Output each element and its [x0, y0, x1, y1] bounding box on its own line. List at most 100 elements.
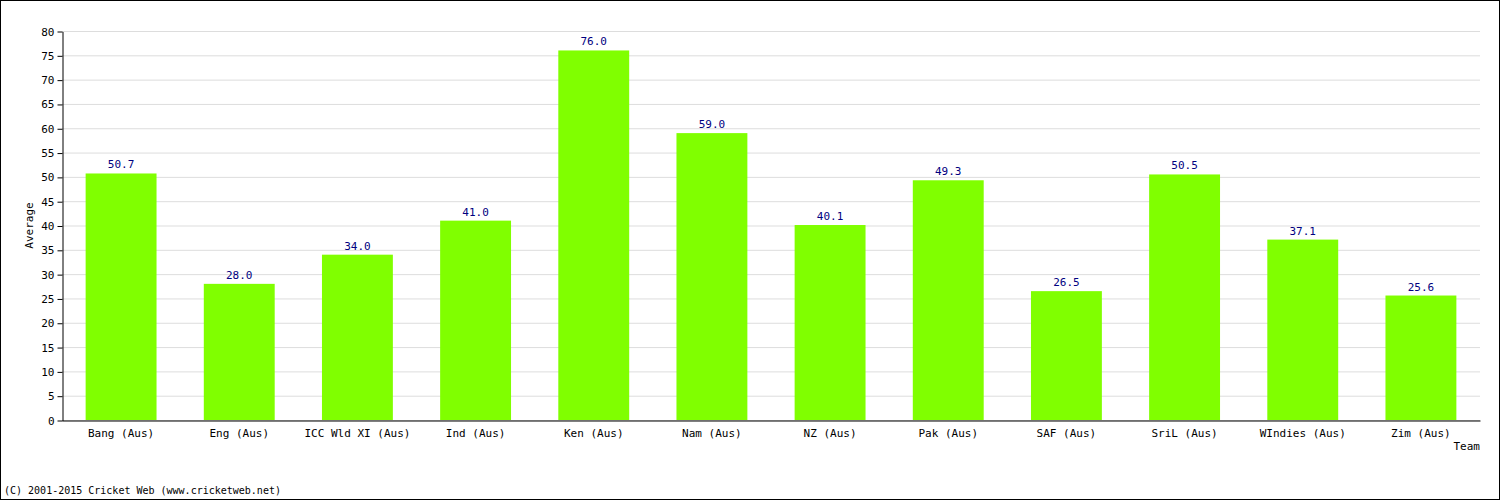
bars [86, 50, 1457, 420]
tick: 20 [41, 317, 62, 330]
tick-mark [58, 396, 63, 397]
bar [1031, 291, 1102, 420]
data-label: 76.0 [581, 35, 608, 48]
grid-line [62, 104, 1480, 105]
tick-mark [58, 250, 63, 251]
tick: 80 [41, 26, 62, 39]
tick-label: 15 [41, 342, 54, 355]
data-label: 28.0 [226, 269, 253, 282]
grid-line [62, 153, 1480, 154]
tick-mark [58, 129, 63, 130]
annotation: (C) 2001-2015 Cricket Web (www.cricketwe… [4, 485, 281, 496]
tick: 75 [41, 50, 62, 63]
data-label: 25.6 [1408, 281, 1435, 294]
data-label: 41.0 [462, 206, 489, 219]
tick-label: 35 [41, 244, 54, 257]
chart: 50.728.034.041.076.059.040.149.326.550.5… [0, 0, 1500, 500]
bar [204, 284, 275, 420]
tick: Pak (Aus) [918, 427, 978, 440]
tick-label: Bang (Aus) [88, 427, 154, 440]
bar [1149, 174, 1220, 420]
tick-mark [58, 226, 63, 227]
tick-label: 80 [41, 26, 54, 39]
tick-label: Zim (Aus) [1391, 427, 1451, 440]
data-label: 49.3 [935, 165, 962, 178]
grid-line [62, 177, 1480, 178]
bar [676, 133, 747, 420]
x-axis: Bang (Aus)Eng (Aus)ICC Wld XI (Aus)Ind (… [63, 421, 1481, 440]
axis-line [63, 421, 1481, 422]
tick-label: 75 [41, 50, 54, 63]
tick: 50 [41, 171, 62, 184]
tick-label: NZ (Aus) [804, 427, 857, 440]
tick-mark [58, 153, 63, 154]
bar [86, 173, 157, 420]
axis-line [63, 32, 64, 421]
tick-mark [58, 80, 63, 81]
grid-line [62, 55, 1480, 56]
tick-mark [58, 299, 63, 300]
tick-label: 10 [41, 366, 54, 379]
tick-label: SAF (Aus) [1037, 427, 1097, 440]
tick-label: 60 [41, 123, 54, 136]
tick: 65 [41, 98, 62, 111]
tick-mark [58, 323, 63, 324]
tick-label: 65 [41, 98, 54, 111]
tick: NZ (Aus) [804, 427, 857, 440]
frame [1, 1, 1500, 500]
tick-mark [58, 177, 63, 178]
tick-label: 25 [41, 293, 54, 306]
tick: SAF (Aus) [1037, 427, 1097, 440]
bar [322, 255, 393, 420]
bar [558, 50, 629, 420]
tick: 10 [41, 366, 62, 379]
bar [795, 225, 866, 420]
y-axis-title: Average [23, 202, 36, 248]
tick: 40 [41, 220, 62, 233]
grid-line [62, 226, 1480, 227]
tick: ICC Wld XI (Aus) [304, 427, 410, 440]
tick-label: Pak (Aus) [918, 427, 978, 440]
tick-label: WIndies (Aus) [1260, 427, 1346, 440]
bar [440, 221, 511, 420]
tick: SriL (Aus) [1151, 427, 1217, 440]
data-label: 59.0 [699, 118, 726, 131]
tick: 0 [48, 415, 63, 428]
tick-label: 20 [41, 317, 54, 330]
tick-mark [58, 32, 63, 33]
tick-label: Ind (Aus) [446, 427, 506, 440]
tick: Zim (Aus) [1391, 427, 1451, 440]
data-label: 37.1 [1290, 225, 1317, 238]
tick: 30 [41, 269, 62, 282]
data-label: 50.5 [1171, 159, 1198, 172]
grid-line [62, 31, 1480, 32]
tick-mark [58, 275, 63, 276]
tick-label: 50 [41, 171, 54, 184]
tick-label: 70 [41, 74, 54, 87]
x-axis-title: Team [1454, 440, 1481, 453]
tick: 45 [41, 196, 62, 209]
tick-label: 40 [41, 220, 54, 233]
tick-mark [58, 348, 63, 349]
tick-mark [58, 372, 63, 373]
tick: Bang (Aus) [88, 427, 154, 440]
tick-label: 0 [48, 415, 55, 428]
tick-label: SriL (Aus) [1151, 427, 1217, 440]
tick: WIndies (Aus) [1260, 427, 1346, 440]
tick: 70 [41, 74, 62, 87]
tick: 15 [41, 342, 62, 355]
tick-label: ICC Wld XI (Aus) [304, 427, 410, 440]
tick: Ind (Aus) [446, 427, 506, 440]
grid-line [62, 420, 1480, 421]
y-axis: 05101520253035404550556065707580 [41, 26, 63, 428]
tick-mark [58, 202, 63, 203]
grid-line [62, 128, 1480, 129]
bar [1385, 296, 1456, 420]
data-labels: 50.728.034.041.076.059.040.149.326.550.5… [108, 35, 1434, 293]
tick: 25 [41, 293, 62, 306]
tick-label: Nam (Aus) [682, 427, 742, 440]
tick-mark [58, 104, 63, 105]
bar [1267, 240, 1338, 420]
grid [62, 32, 1480, 421]
data-label: 26.5 [1053, 276, 1080, 289]
